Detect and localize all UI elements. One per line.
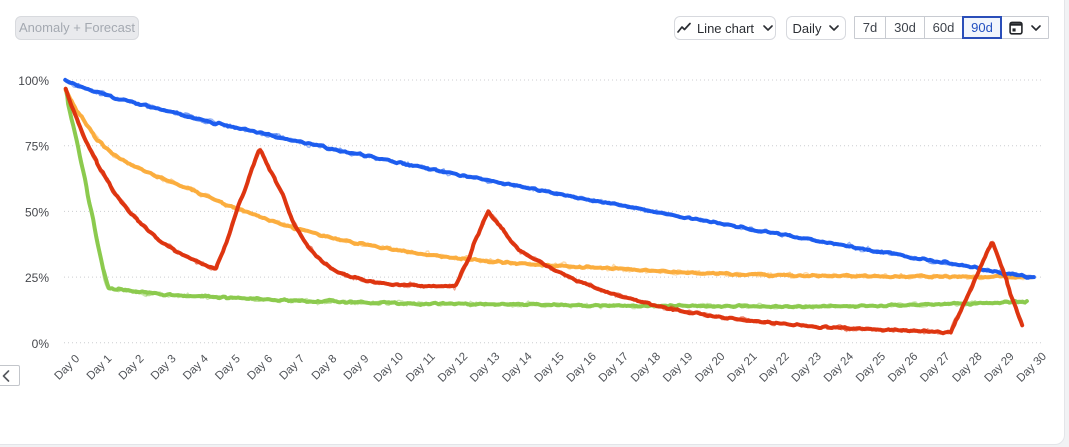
svg-text:Day 25: Day 25 — [854, 351, 888, 385]
svg-text:Day 18: Day 18 — [629, 351, 663, 385]
svg-text:Day 6: Day 6 — [245, 353, 275, 383]
svg-text:Day 24: Day 24 — [822, 350, 857, 385]
svg-text:Day 7: Day 7 — [278, 353, 308, 383]
svg-text:75%: 75% — [25, 140, 49, 154]
svg-text:Day 14: Day 14 — [500, 350, 535, 385]
svg-text:Day 9: Day 9 — [342, 353, 372, 383]
svg-text:Day 16: Day 16 — [565, 351, 599, 385]
svg-text:Day 22: Day 22 — [758, 351, 792, 385]
svg-text:Day 2: Day 2 — [117, 353, 147, 383]
svg-text:Day 13: Day 13 — [468, 351, 502, 385]
svg-text:Day 5: Day 5 — [213, 353, 243, 383]
svg-text:Day 27: Day 27 — [918, 351, 952, 385]
svg-text:Day 30: Day 30 — [1015, 351, 1049, 385]
svg-text:0%: 0% — [32, 337, 50, 351]
svg-text:Day 28: Day 28 — [950, 351, 984, 385]
svg-text:Day 0: Day 0 — [53, 353, 83, 383]
svg-text:Day 21: Day 21 — [725, 351, 759, 385]
svg-text:Day 10: Day 10 — [372, 351, 406, 385]
svg-text:Day 26: Day 26 — [886, 351, 920, 385]
svg-text:Day 4: Day 4 — [181, 352, 211, 382]
svg-text:Day 17: Day 17 — [597, 351, 631, 385]
svg-text:Day 1: Day 1 — [85, 353, 115, 383]
svg-text:Day 20: Day 20 — [693, 351, 727, 385]
svg-text:Day 11: Day 11 — [404, 351, 438, 385]
svg-text:Day 8: Day 8 — [310, 353, 340, 383]
svg-text:25%: 25% — [25, 271, 49, 285]
svg-text:100%: 100% — [18, 74, 49, 88]
svg-text:Day 3: Day 3 — [149, 353, 179, 383]
svg-text:50%: 50% — [25, 205, 49, 219]
svg-text:Day 15: Day 15 — [533, 351, 567, 385]
svg-text:Day 19: Day 19 — [661, 351, 695, 385]
svg-text:Day 23: Day 23 — [790, 351, 824, 385]
svg-text:Day 12: Day 12 — [436, 351, 470, 385]
svg-text:Day 29: Day 29 — [983, 351, 1017, 385]
